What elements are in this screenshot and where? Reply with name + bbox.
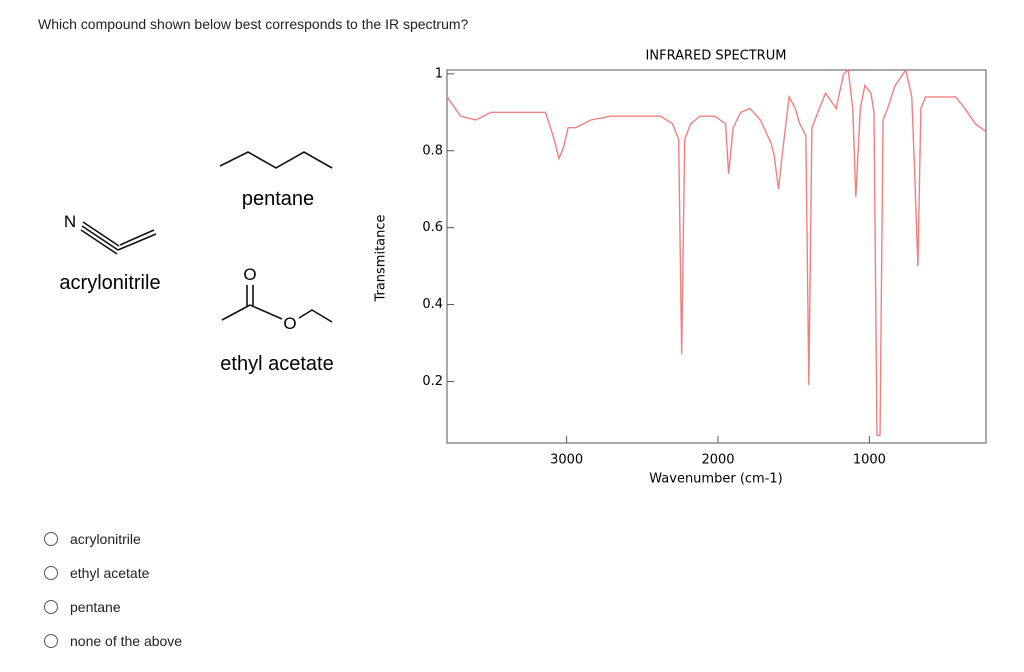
structure-name: pentane xyxy=(242,188,314,210)
pentane-structure xyxy=(219,151,333,169)
option-label[interactable]: ethyl acetate xyxy=(70,565,150,581)
y-tick-label: 0.6 xyxy=(422,220,443,235)
option[interactable]: ethyl acetate xyxy=(44,565,149,581)
acrylonitrile-structure xyxy=(80,221,157,255)
y-tick-label: 0.4 xyxy=(422,297,443,312)
option[interactable]: acrylonitrile xyxy=(44,531,141,547)
x-tick-label: 3000 xyxy=(550,453,583,468)
x-tick-label: 1000 xyxy=(853,453,886,468)
option-label[interactable]: pentane xyxy=(70,599,121,615)
atom-label: O xyxy=(243,265,256,284)
spectrum-line xyxy=(446,68,987,437)
option-label[interactable]: acrylonitrile xyxy=(70,531,141,547)
radio-button[interactable] xyxy=(44,566,58,580)
radio-button[interactable] xyxy=(44,532,58,546)
option[interactable]: pentane xyxy=(44,599,121,615)
ethyl-acetate-structure xyxy=(221,285,333,323)
y-tick-label: 0.2 xyxy=(422,374,443,389)
x-tick-label: 2000 xyxy=(701,453,734,468)
x-axis-label: Wavenumber (cm-1) xyxy=(649,472,782,487)
option[interactable]: none of the above xyxy=(44,633,182,649)
radio-button[interactable] xyxy=(44,600,58,614)
option-label[interactable]: none of the above xyxy=(70,633,183,649)
ir-chart: INFRARED SPECTRUM Wavenumber (cm-1) Tran… xyxy=(374,49,987,487)
question: Which compound shown below best correspo… xyxy=(38,16,469,32)
radio-button[interactable] xyxy=(44,634,58,648)
structure-name: acrylonitrile xyxy=(59,272,160,294)
plot-frame xyxy=(446,69,987,444)
atom-label: N xyxy=(64,212,76,231)
chart-title: INFRARED SPECTRUM xyxy=(646,49,787,64)
y-tick-label: 0.8 xyxy=(422,143,443,158)
y-axis-label: Transmitance xyxy=(374,214,389,302)
y-tick-label: 1 xyxy=(435,66,443,81)
atom-label: O xyxy=(283,314,296,333)
structure-name: ethyl acetate xyxy=(220,353,333,375)
